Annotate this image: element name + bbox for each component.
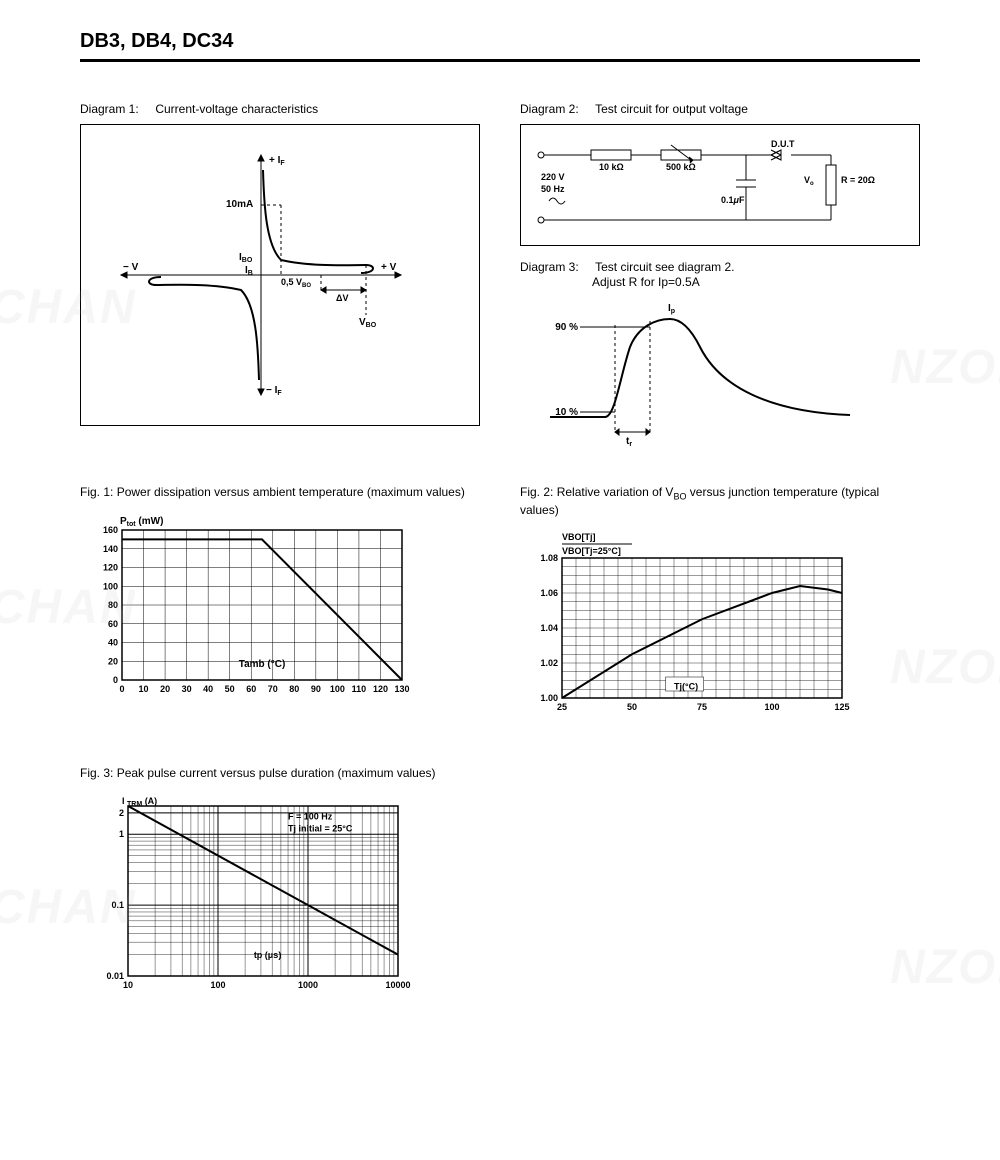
fig-3: Fig. 3: Peak pulse current versus pulse … bbox=[80, 748, 480, 1012]
svg-text:20: 20 bbox=[108, 657, 118, 667]
fig-1: Fig. 1: Power dissipation versus ambient… bbox=[80, 467, 480, 729]
svg-text:− V: − V bbox=[123, 262, 139, 273]
svg-text:1.04: 1.04 bbox=[540, 623, 558, 633]
svg-text:0.1: 0.1 bbox=[111, 900, 124, 910]
svg-text:0.1μF: 0.1μF bbox=[721, 195, 745, 205]
diagram-2-svg: 10 kΩ 500 kΩ D.U.T 220 V 50 Hz 0.1μF Vo … bbox=[521, 125, 881, 245]
svg-text:VBO[Tj=25°C]: VBO[Tj=25°C] bbox=[562, 546, 621, 556]
svg-text:0.01: 0.01 bbox=[106, 971, 124, 981]
svg-text:+ V: + V bbox=[381, 262, 397, 273]
page: DB3, DB4, DC34 Diagram 1: Current-voltag… bbox=[0, 0, 1000, 1042]
svg-text:50: 50 bbox=[225, 684, 235, 694]
svg-text:tp (μs): tp (μs) bbox=[254, 950, 282, 960]
header-rule bbox=[80, 59, 920, 62]
diagram-3-box: Ip 90 % 10 % tr bbox=[520, 297, 920, 447]
svg-text:0: 0 bbox=[119, 684, 124, 694]
svg-text:50: 50 bbox=[627, 702, 637, 712]
svg-text:Tj(°C): Tj(°C) bbox=[674, 682, 698, 692]
svg-text:90: 90 bbox=[311, 684, 321, 694]
svg-text:10000: 10000 bbox=[385, 980, 410, 990]
svg-text:100: 100 bbox=[103, 582, 118, 592]
svg-text:20: 20 bbox=[160, 684, 170, 694]
svg-text:10mA: 10mA bbox=[226, 199, 253, 210]
svg-text:10 %: 10 % bbox=[555, 407, 578, 418]
diagram-2-box: 10 kΩ 500 kΩ D.U.T 220 V 50 Hz 0.1μF Vo … bbox=[520, 124, 920, 246]
svg-text:500 kΩ: 500 kΩ bbox=[666, 162, 696, 172]
diagram-2-3-col: Diagram 2: Test circuit for output volta… bbox=[520, 102, 920, 447]
svg-text:Ip: Ip bbox=[668, 303, 675, 315]
svg-text:10: 10 bbox=[123, 980, 133, 990]
svg-text:140: 140 bbox=[103, 544, 118, 554]
svg-text:tr: tr bbox=[626, 436, 632, 447]
svg-text:40: 40 bbox=[203, 684, 213, 694]
svg-text:100: 100 bbox=[330, 684, 345, 694]
diagram-3-svg: Ip 90 % 10 % tr bbox=[520, 297, 880, 447]
svg-text:R = 20Ω: R = 20Ω bbox=[841, 175, 875, 185]
svg-text:Ptot (mW): Ptot (mW) bbox=[120, 516, 163, 528]
svg-text:80: 80 bbox=[289, 684, 299, 694]
svg-text:0: 0 bbox=[113, 675, 118, 685]
svg-text:75: 75 bbox=[697, 702, 707, 712]
content-grid: Diagram 1: Current-voltage characteristi… bbox=[80, 102, 920, 1012]
svg-text:IB: IB bbox=[245, 265, 253, 277]
svg-text:D.U.T: D.U.T bbox=[771, 139, 795, 149]
fig-3-svg: 0.010.11210100100010000I TRM (A)tp (μs)F… bbox=[80, 792, 440, 1012]
svg-text:40: 40 bbox=[108, 638, 118, 648]
diagram-1-box: + IF 10mA IBO IB − V + V 0,5 VBO ΔV VBO … bbox=[80, 124, 480, 426]
svg-text:VBO[Tj]: VBO[Tj] bbox=[562, 532, 596, 542]
svg-text:160: 160 bbox=[103, 525, 118, 535]
svg-text:10 kΩ: 10 kΩ bbox=[599, 162, 624, 172]
svg-text:125: 125 bbox=[834, 702, 849, 712]
diagram-2-caption: Diagram 2: Test circuit for output volta… bbox=[520, 102, 920, 118]
svg-text:25: 25 bbox=[557, 702, 567, 712]
svg-text:IBO: IBO bbox=[239, 252, 253, 264]
svg-text:30: 30 bbox=[182, 684, 192, 694]
svg-text:60: 60 bbox=[246, 684, 256, 694]
svg-text:110: 110 bbox=[352, 684, 367, 694]
svg-text:Tj initial = 25°C: Tj initial = 25°C bbox=[288, 823, 353, 833]
svg-text:F = 100 Hz: F = 100 Hz bbox=[288, 812, 333, 822]
svg-text:2: 2 bbox=[119, 808, 124, 818]
svg-text:− IF: − IF bbox=[266, 385, 282, 397]
diagram-3-caption: Diagram 3: Test circuit see diagram 2. A… bbox=[520, 260, 920, 291]
fig-2-caption: Fig. 2: Relative variation of VBO versus… bbox=[520, 485, 920, 519]
svg-text:130: 130 bbox=[394, 684, 409, 694]
svg-text:VBO: VBO bbox=[359, 317, 377, 329]
svg-text:120: 120 bbox=[373, 684, 388, 694]
svg-text:120: 120 bbox=[103, 563, 118, 573]
diagram-1: Diagram 1: Current-voltage characteristi… bbox=[80, 102, 480, 447]
svg-text:1.02: 1.02 bbox=[540, 658, 558, 668]
fig-2: Fig. 2: Relative variation of VBO versus… bbox=[520, 467, 920, 729]
diagram-1-svg: + IF 10mA IBO IB − V + V 0,5 VBO ΔV VBO … bbox=[81, 125, 441, 425]
svg-text:+ IF: + IF bbox=[269, 155, 285, 167]
svg-text:1: 1 bbox=[119, 829, 124, 839]
svg-text:100: 100 bbox=[210, 980, 225, 990]
svg-text:70: 70 bbox=[268, 684, 278, 694]
svg-text:50 Hz: 50 Hz bbox=[541, 184, 565, 194]
svg-text:Tamb (°C): Tamb (°C) bbox=[239, 659, 286, 670]
svg-text:1.00: 1.00 bbox=[540, 693, 558, 703]
diagram-1-caption: Diagram 1: Current-voltage characteristi… bbox=[80, 102, 480, 118]
svg-text:0,5 VBO: 0,5 VBO bbox=[281, 277, 311, 289]
svg-text:ΔV: ΔV bbox=[336, 293, 348, 303]
svg-text:90 %: 90 % bbox=[555, 322, 578, 333]
svg-text:1000: 1000 bbox=[298, 980, 318, 990]
svg-text:1.06: 1.06 bbox=[540, 588, 558, 598]
svg-text:Vo: Vo bbox=[804, 175, 814, 187]
svg-text:1.08: 1.08 bbox=[540, 553, 558, 563]
svg-text:220 V: 220 V bbox=[541, 172, 565, 182]
svg-text:10: 10 bbox=[139, 684, 149, 694]
svg-text:60: 60 bbox=[108, 619, 118, 629]
fig-2-svg: 1.00 1.02 1.04 1.06 1.08 25 50 75 100 125 VBO[Tj] V… bbox=[520, 528, 880, 728]
fig-3-caption: Fig. 3: Peak pulse current versus pulse … bbox=[80, 766, 480, 782]
svg-text:80: 80 bbox=[108, 600, 118, 610]
svg-text:100: 100 bbox=[764, 702, 779, 712]
page-title: DB3, DB4, DC34 bbox=[80, 30, 920, 53]
fig-1-svg: 0 20 40 60 80 100 120 140 160 0 10 20 30 40 50 60 70 80 90… bbox=[80, 510, 440, 710]
fig-1-caption: Fig. 1: Power dissipation versus ambient… bbox=[80, 485, 480, 501]
